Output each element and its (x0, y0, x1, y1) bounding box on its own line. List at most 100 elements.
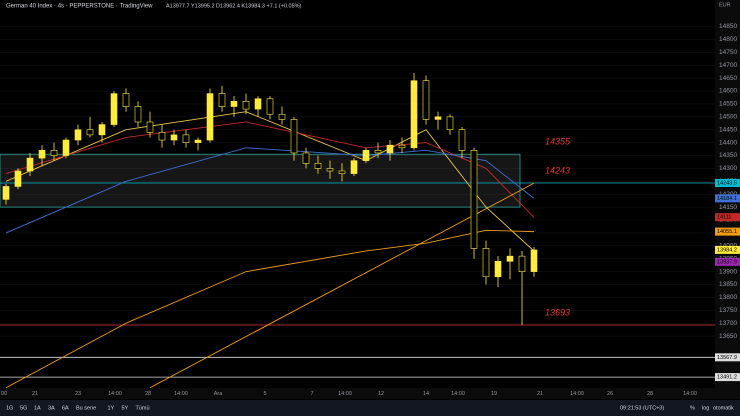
moving-average (149, 182, 535, 389)
candle-body (362, 150, 370, 161)
ohlc-readout: A13977.7 Y13995.2 D13962.4 K13984.3 +7.1… (166, 3, 302, 9)
price-label: 13984.2 (717, 247, 737, 253)
clock: 09:21:53 (UTC+3) (620, 405, 664, 411)
candle-body (278, 113, 286, 120)
price-label-bg (715, 227, 740, 236)
candle-body (146, 121, 154, 133)
time-label: 28 (145, 391, 151, 397)
price-label-bg (715, 213, 740, 222)
time-label: 14:00 (683, 391, 697, 397)
range-button[interactable]: 1A (34, 405, 41, 411)
price-label-bg (715, 194, 740, 203)
bottom-toolbar (0, 400, 740, 416)
candle-body (410, 80, 418, 149)
time-label: 19 (491, 391, 497, 397)
candle-body (446, 116, 454, 131)
range-button[interactable]: 5G (20, 405, 27, 411)
y-tick-label: 13850 (719, 281, 737, 288)
range-button[interactable]: 6A (62, 405, 69, 411)
price-annotation: 14355 (545, 137, 571, 147)
candle-body (470, 150, 478, 249)
y-tick-label: 14300 (719, 165, 737, 172)
candle-body (314, 162, 322, 169)
candle-body (386, 144, 394, 154)
candle-body (482, 248, 490, 278)
candle-body (218, 93, 226, 107)
candle-body (86, 129, 94, 136)
range-button[interactable]: 3A (48, 405, 55, 411)
candle-body (26, 157, 34, 172)
time-label: 14 (423, 391, 429, 397)
candle-body (506, 255, 514, 262)
symbol-title: German 40 Index · 4s · PEPPERSTONE · Tra… (6, 4, 153, 10)
time-label: 28 (647, 391, 653, 397)
price-label: 14243.5 (717, 180, 737, 186)
candle-body (98, 124, 106, 136)
price-label: 13937.9 (717, 259, 737, 265)
candle-body (290, 119, 298, 154)
price-annotation: 13693 (545, 307, 570, 317)
y-tick-label: 14650 (719, 75, 737, 82)
y-tick-label: 14500 (719, 114, 737, 121)
candle-body (74, 129, 82, 141)
time-label: 7 (310, 391, 313, 397)
candle-body (158, 132, 166, 141)
price-label: 13567.9 (717, 355, 737, 361)
price-label: 14111 (717, 215, 731, 221)
candle-body (50, 150, 58, 156)
candle-body (194, 139, 202, 143)
range-button[interactable]: Tümü (136, 405, 150, 411)
price-label-bg (715, 373, 740, 382)
range-button[interactable]: 1G (6, 405, 13, 411)
time-label: 14:00 (570, 391, 584, 397)
auto-toggle[interactable]: otomatik (713, 405, 734, 411)
price-annotation: 14243 (545, 166, 570, 176)
candle-body (338, 170, 346, 174)
candle-body (242, 101, 250, 110)
y-tick-label: 14150 (719, 204, 737, 211)
candle-body (170, 134, 178, 141)
range-button[interactable]: 5Y (122, 405, 129, 411)
time-label: 5 (263, 391, 266, 397)
time-label: 26 (607, 391, 613, 397)
candle-body (14, 170, 22, 187)
price-label: 14055.1 (717, 229, 737, 235)
candle-body (2, 186, 10, 200)
price-label: 13491.2 (717, 375, 737, 381)
log-toggle[interactable]: log (702, 405, 709, 411)
price-label-bg (715, 245, 740, 254)
time-label: 14:00 (451, 391, 465, 397)
y-tick-label: 13650 (719, 333, 737, 340)
candle-body (110, 93, 118, 125)
y-tick-label: 14750 (719, 49, 737, 56)
price-label-bg (715, 179, 740, 187)
y-tick-label: 14400 (719, 139, 737, 146)
y-tick-label: 13700 (719, 320, 737, 327)
percent-toggle[interactable]: % (690, 405, 695, 411)
y-tick-label: 13800 (719, 294, 737, 301)
candle-body (182, 134, 190, 143)
range-button[interactable]: 1Y (108, 405, 115, 411)
candle-body (458, 129, 466, 151)
candle-body (422, 80, 430, 120)
candle-body (254, 98, 262, 110)
candle-body (266, 98, 274, 115)
time-label: 14:00 (338, 391, 352, 397)
y-tick-label: 14600 (719, 88, 737, 95)
candle-body (518, 255, 526, 272)
y-tick-label: 13900 (719, 268, 737, 275)
time-label: 14:00 (174, 391, 188, 397)
price-label: 14184.1 (717, 196, 737, 202)
range-button[interactable]: Bu sene (76, 405, 96, 411)
price-axis (715, 0, 740, 388)
y-tick-label: 13750 (719, 307, 737, 314)
y-tick-label: 14850 (719, 23, 737, 30)
y-tick-label: 14550 (719, 101, 737, 108)
currency: EUR (719, 2, 731, 8)
candle-body (122, 93, 130, 107)
y-tick-label: 14350 (719, 152, 737, 159)
time-label: 23 (75, 391, 81, 397)
candle-body (302, 152, 310, 164)
